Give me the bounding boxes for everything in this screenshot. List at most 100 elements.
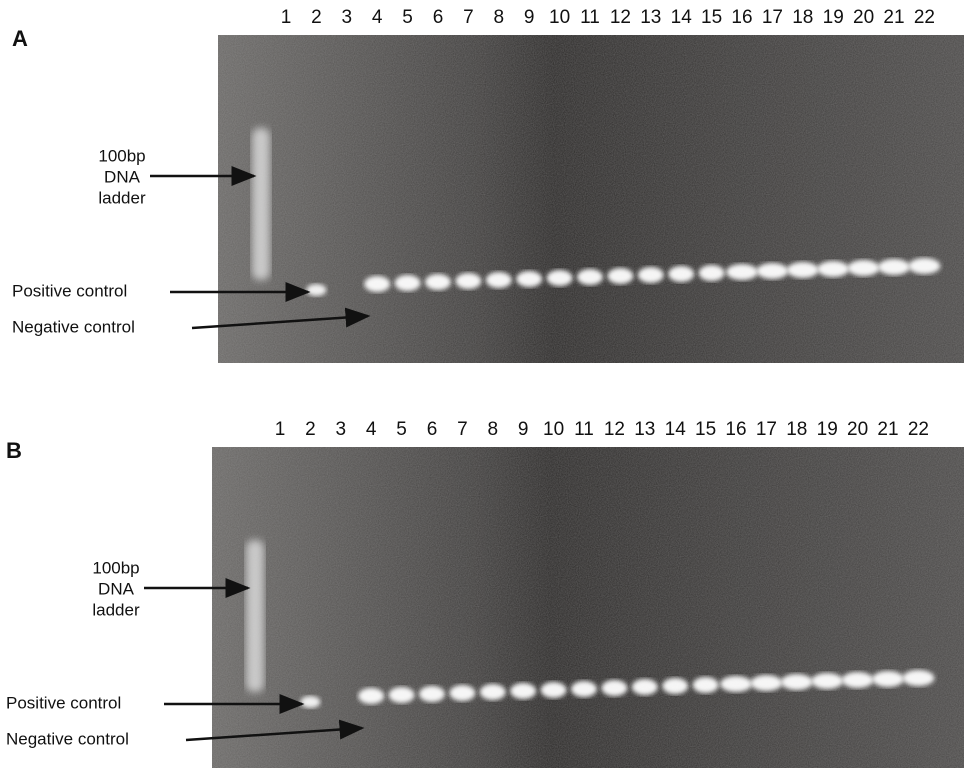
- band: [510, 683, 537, 699]
- positive-label: Positive control: [6, 693, 121, 712]
- lane-number: 13: [640, 7, 661, 28]
- panel-label: B: [6, 438, 22, 463]
- lane-number: 10: [549, 7, 570, 28]
- lane-number: 15: [701, 7, 722, 28]
- band: [847, 260, 880, 276]
- ladder-label: 100bp: [98, 146, 145, 165]
- lane-number: 5: [402, 7, 413, 28]
- band: [546, 270, 573, 286]
- band: [726, 264, 758, 280]
- lane-number: 19: [823, 7, 844, 28]
- band: [364, 276, 391, 292]
- lane-number: 21: [877, 419, 898, 440]
- lane-number: 4: [366, 419, 377, 440]
- band: [449, 685, 476, 701]
- lane-number: 22: [914, 7, 935, 28]
- negative-label: Negative control: [6, 729, 129, 748]
- lane-number: 19: [817, 419, 838, 440]
- lane-number: 2: [305, 419, 316, 440]
- band: [601, 680, 628, 696]
- lane-number: 9: [524, 7, 535, 28]
- band: [756, 263, 789, 279]
- lane-number: 20: [847, 419, 868, 440]
- lane-number: 2: [311, 7, 322, 28]
- lane-number: 3: [336, 419, 347, 440]
- ladder-label: ladder: [98, 188, 146, 207]
- band: [698, 265, 725, 281]
- band: [306, 284, 327, 296]
- lane-number: 17: [762, 7, 783, 28]
- band: [720, 676, 752, 692]
- band: [692, 677, 719, 693]
- ladder-smear: [252, 128, 270, 280]
- band: [419, 686, 445, 702]
- band: [668, 266, 695, 282]
- lane-number: 10: [543, 419, 564, 440]
- band: [358, 688, 385, 704]
- negative-label: Negative control: [12, 317, 135, 336]
- band: [425, 274, 451, 290]
- gel-noise: [218, 35, 964, 363]
- ladder-label: DNA: [104, 167, 141, 186]
- lane-number: 13: [634, 419, 655, 440]
- lane-number: 11: [580, 7, 600, 28]
- lane-number: 6: [433, 7, 444, 28]
- lane-number: 7: [463, 7, 474, 28]
- lane-number: 16: [725, 419, 746, 440]
- band: [786, 262, 819, 278]
- band: [485, 272, 512, 288]
- band: [571, 681, 597, 697]
- arrow: [185, 719, 365, 742]
- ladder-label: 100bp: [92, 558, 139, 577]
- band: [455, 273, 482, 289]
- lane-number: 7: [457, 419, 468, 440]
- band: [817, 261, 850, 277]
- lane-number: 11: [574, 419, 594, 440]
- lane-number: 3: [342, 7, 353, 28]
- lane-number: 12: [604, 419, 625, 440]
- arrow: [191, 307, 371, 330]
- lane-number: 8: [494, 7, 505, 28]
- ladder-label: ladder: [92, 600, 140, 619]
- band: [394, 275, 421, 291]
- lane-number: 4: [372, 7, 383, 28]
- band: [637, 267, 664, 283]
- lane-number: 14: [671, 7, 693, 28]
- band: [872, 671, 904, 687]
- band: [811, 673, 844, 689]
- ladder-label: DNA: [98, 579, 135, 598]
- lane-number: 18: [792, 7, 813, 28]
- band: [908, 258, 941, 274]
- lane-number: 20: [853, 7, 874, 28]
- panel-label: A: [12, 26, 28, 51]
- lane-number: 12: [610, 7, 631, 28]
- band: [878, 259, 910, 275]
- band: [300, 696, 321, 708]
- lane-number: 14: [665, 419, 687, 440]
- band: [631, 679, 658, 695]
- positive-label: Positive control: [12, 281, 127, 300]
- lane-number: 17: [756, 419, 777, 440]
- lane-number: 15: [695, 419, 716, 440]
- band: [841, 672, 874, 688]
- lane-number: 21: [883, 7, 904, 28]
- lane-number: 1: [275, 419, 286, 440]
- band: [780, 674, 813, 690]
- band: [750, 675, 783, 691]
- gel-noise: [212, 447, 964, 768]
- band: [662, 678, 689, 694]
- band: [388, 687, 415, 703]
- lane-number: 16: [731, 7, 752, 28]
- lane-number: 6: [427, 419, 438, 440]
- band: [540, 682, 567, 698]
- lane-number: 8: [488, 419, 499, 440]
- panel: B1 2 3 4 5 6 7 8 9 10 11 12 13 14 15 16 17 18 19 20 21 22100b…: [6, 419, 964, 768]
- band: [577, 269, 603, 285]
- band: [902, 670, 935, 686]
- lane-number: 5: [396, 419, 407, 440]
- lane-number: 18: [786, 419, 807, 440]
- panel: A1 2 3 4 5 6 7 8 9 10 11 12 13 14 15 16 17 18 19 20 21 22100b…: [12, 7, 964, 363]
- ladder-smear: [246, 540, 264, 692]
- lane-number: 9: [518, 419, 529, 440]
